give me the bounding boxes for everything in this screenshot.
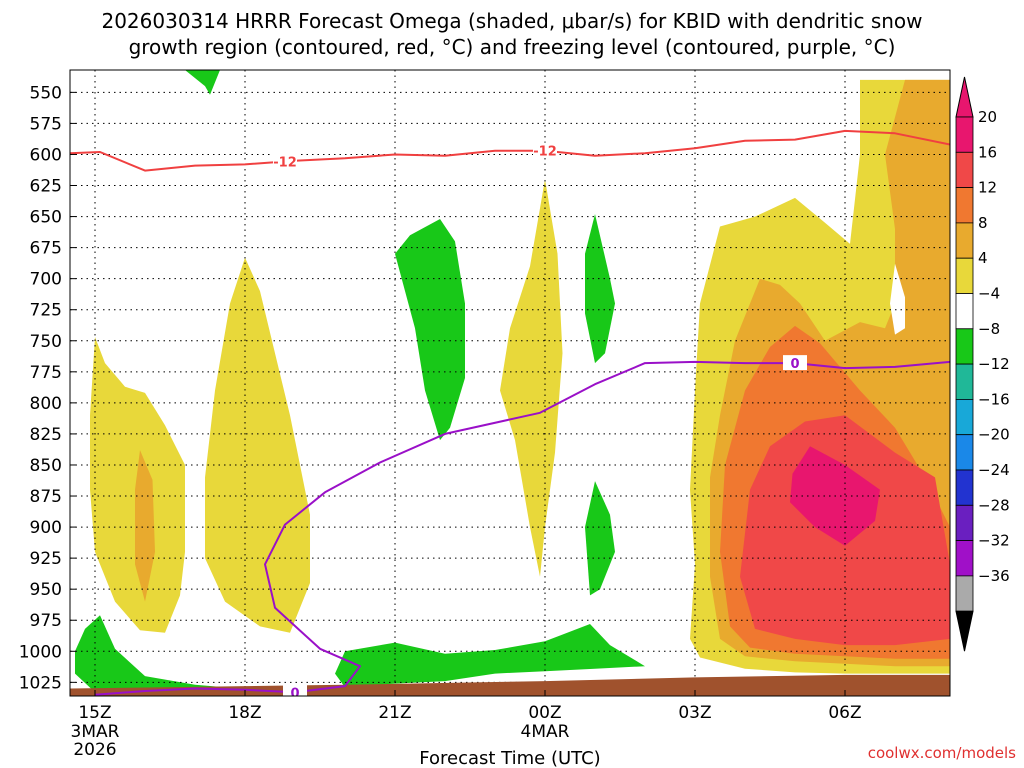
- dgz-contour-label-bg: [533, 142, 557, 158]
- omega-region-15: [335, 624, 645, 688]
- y-tick-label: 775: [30, 363, 62, 383]
- x-tick-label: 15Z: [78, 703, 111, 723]
- x-tick-date: 3MAR: [71, 722, 120, 742]
- colorbar-swatch: [955, 434, 974, 471]
- y-tick-label: 600: [30, 145, 62, 165]
- x-tick-label: 03Z: [678, 703, 711, 723]
- colorbar-label: 12: [978, 179, 997, 197]
- omega-region-12: [585, 214, 615, 364]
- y-tick-label: 925: [30, 549, 62, 569]
- omega-shaded-regions: [75, 70, 950, 694]
- x-tick-label: 18Z: [228, 703, 261, 723]
- y-tick-label: 975: [30, 611, 62, 631]
- credit-text: coolwx.com/models: [868, 744, 1016, 762]
- omega-region-1: [135, 450, 155, 602]
- x-tick-year: 2026: [73, 740, 116, 760]
- colorbar-swatch: [955, 363, 974, 400]
- y-axis: 550 575 600 625 650 675 700 725 750 775 800 825 850 8…: [19, 83, 76, 693]
- omega-region-13: [585, 481, 615, 596]
- y-tick-label: 575: [30, 114, 62, 134]
- y-tick-label: 725: [30, 301, 62, 321]
- dgz-contour-line: [70, 129, 950, 172]
- y-tick-label: 950: [30, 580, 62, 600]
- colorbar-swatch: [955, 222, 974, 259]
- y-tick-label: 850: [30, 456, 62, 476]
- colorbar-swatch: [955, 328, 974, 365]
- colorbar-swatch: [955, 257, 974, 294]
- colorbar-swatch: [955, 187, 974, 224]
- colorbar-label: −36: [978, 567, 1010, 585]
- colorbar-label: 20: [978, 108, 997, 126]
- colorbar-label: −8: [978, 320, 1000, 338]
- chart-title-line-2: growth region (contoured, red, °C) and f…: [129, 35, 896, 59]
- colorbar-label: 4: [978, 249, 988, 267]
- colorbar-swatch: [955, 504, 974, 541]
- dgz-contour-label: -12: [533, 145, 557, 160]
- y-tick-label: 875: [30, 487, 62, 507]
- freezing-level-label: 0: [290, 686, 299, 701]
- colorbar-label: −20: [978, 426, 1010, 444]
- colorbar-swatch: [955, 469, 974, 506]
- colorbar-label: −24: [978, 461, 1010, 479]
- y-tick-label: 675: [30, 239, 62, 259]
- x-tick-date: 4MAR: [521, 722, 570, 742]
- y-tick-label: 750: [30, 332, 62, 352]
- omega-region-3: [500, 179, 563, 577]
- omega-region-9: [890, 263, 905, 335]
- freezing-level-line: [94, 360, 950, 696]
- freezing-level-label: 0: [790, 357, 799, 372]
- chart-title-line-1: 2026030314 HRRR Forecast Omega (shaded, …: [101, 9, 922, 33]
- plot-area: -12 -12 0 0: [70, 70, 950, 701]
- colorbar-label: −12: [978, 355, 1010, 373]
- colorbar-label: −28: [978, 496, 1010, 514]
- freezing-level-label-bg: [283, 684, 307, 696]
- colorbar-swatch: [955, 540, 974, 577]
- contour-lines: -12 -12 0 0: [70, 129, 950, 701]
- colorbar-top-arrow: [955, 76, 974, 118]
- y-tick-label: 650: [30, 208, 62, 228]
- y-tick-label: 625: [30, 177, 62, 197]
- colorbar-label: −32: [978, 532, 1010, 550]
- dgz-contour-label-bg: [273, 153, 297, 169]
- omega-region-10: [185, 70, 220, 95]
- freezing-level-label-bg: [783, 355, 807, 371]
- colorbar-legend: 20 16 12 8 4 −4 −8 −12 −16 −20 −24 −28 −32 −36: [955, 76, 1010, 652]
- colorbar-swatch: [955, 116, 974, 153]
- colorbar-label: −4: [978, 285, 1000, 303]
- x-axis-title: Forecast Time (UTC): [419, 748, 600, 768]
- colorbar-swatch: [955, 151, 974, 189]
- colorbar-swatch: [955, 398, 974, 436]
- omega-region-14: [75, 615, 240, 694]
- plot-frame: [69, 69, 951, 697]
- colorbar-swatch: [955, 293, 974, 330]
- y-tick-label: 1000: [19, 642, 62, 662]
- colorbar-label: 16: [978, 143, 997, 161]
- y-tick-label: 900: [30, 518, 62, 538]
- x-tick-label: 06Z: [828, 703, 861, 723]
- colorbar-bottom-arrow: [955, 610, 974, 652]
- omega-region-2: [205, 257, 310, 633]
- colorbar-swatch: [955, 575, 974, 612]
- x-tick-label: 21Z: [378, 703, 411, 723]
- dgz-contour-label: -12: [273, 155, 297, 170]
- x-tick-label: 00Z: [528, 703, 561, 723]
- y-tick-label: 825: [30, 425, 62, 445]
- y-tick-label: 800: [30, 394, 62, 414]
- colorbar-label: 8: [978, 214, 988, 232]
- y-tick-label: 550: [30, 83, 62, 103]
- y-tick-label: 1025: [19, 673, 62, 693]
- y-tick-label: 700: [30, 270, 62, 290]
- omega-region-11: [395, 219, 465, 441]
- colorbar-label: −16: [978, 390, 1010, 408]
